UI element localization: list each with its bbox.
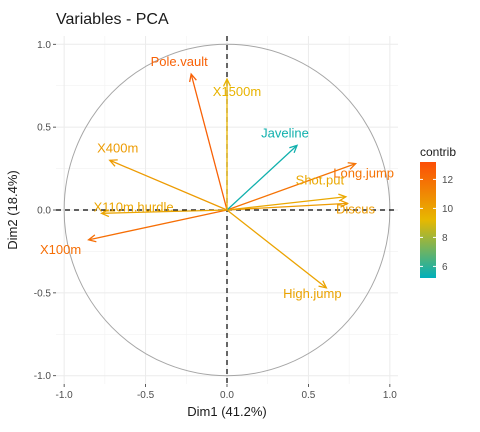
variable-arrow-line <box>226 162 356 211</box>
variable-label: X400m <box>97 140 138 155</box>
variable-x100m: X100m <box>40 209 228 257</box>
chart-title: Variables - PCA <box>56 11 169 28</box>
y-axis-title: Dim2 (18.4%) <box>5 170 20 249</box>
legend-title: contrib <box>420 145 456 159</box>
variable-x1500m: X1500m <box>213 77 261 210</box>
legend-tick-label: 8 <box>442 233 448 244</box>
variable-arrowhead <box>339 199 350 208</box>
variable-arrow-line <box>226 209 327 289</box>
variable-x110m-hurdle: X110m.hurdle <box>94 199 228 218</box>
legend: contrib 6 8 10 12 <box>420 145 456 278</box>
variable-pole-vault: Pole.vault <box>151 54 228 211</box>
x-tick-label: 0.0 <box>220 390 234 401</box>
variable-label: Discus <box>336 201 376 216</box>
variable-arrow-line <box>109 159 228 211</box>
x-tick-label: -0.5 <box>137 390 155 401</box>
variable-arrow-line <box>226 196 346 211</box>
variable-label: Long.jump <box>333 166 394 181</box>
variable-arrow-line <box>101 209 228 214</box>
legend-tick-label: 6 <box>442 262 448 273</box>
variable-javeline: Javeline <box>226 125 309 211</box>
variable-arrowhead <box>87 234 97 243</box>
y-tick-label: 0.0 <box>37 206 51 217</box>
x-tick-label: 1.0 <box>383 390 397 401</box>
axis-ticks: -1.0 -0.5 0.0 0.5 1.0 -1.0 -0.5 0.0 0.5 1.0 <box>34 40 397 401</box>
variable-label: X110m.hurdle <box>94 199 174 214</box>
x-tick-label: -1.0 <box>56 390 74 401</box>
variable-label: Pole.vault <box>151 54 208 69</box>
variable-arrow-line <box>88 209 228 241</box>
variable-arrowhead <box>100 209 110 218</box>
legend-tick-label: 10 <box>442 204 454 215</box>
variable-discus: Discus <box>226 199 376 216</box>
variable-arrowhead <box>347 162 358 170</box>
x-tick-label: 0.5 <box>301 390 315 401</box>
variable-arrow-line <box>190 73 228 211</box>
variable-arrowhead <box>222 77 232 87</box>
y-tick-label: -0.5 <box>34 288 52 299</box>
y-tick-label: 0.5 <box>37 123 51 134</box>
variable-long-jump: Long.jump <box>226 162 394 211</box>
variable-high-jump: High.jump <box>226 209 342 301</box>
y-tick-label: 1.0 <box>37 40 51 51</box>
variable-arrow-line <box>226 144 298 211</box>
variable-shot-put: Shot.put <box>226 173 348 211</box>
variable-arrowhead <box>289 144 299 154</box>
variable-label: X1500m <box>213 84 261 99</box>
variable-x400m: X400m <box>97 140 228 211</box>
variable-arrowhead <box>338 193 348 202</box>
variable-arrow-line <box>226 202 348 211</box>
variable-label: X100m <box>40 242 81 257</box>
variable-arrowhead <box>189 72 197 83</box>
legend-tick-label: 12 <box>442 175 454 186</box>
x-axis-title: Dim1 (41.2%) <box>187 404 266 419</box>
variable-label: Javeline <box>261 125 309 140</box>
variable-label: Shot.put <box>296 173 345 188</box>
variable-label: High.jump <box>283 286 342 301</box>
variable-arrowhead <box>108 159 118 167</box>
y-tick-label: -1.0 <box>34 371 52 382</box>
variable-arrowhead <box>318 280 328 289</box>
legend-colorbar <box>420 162 436 278</box>
